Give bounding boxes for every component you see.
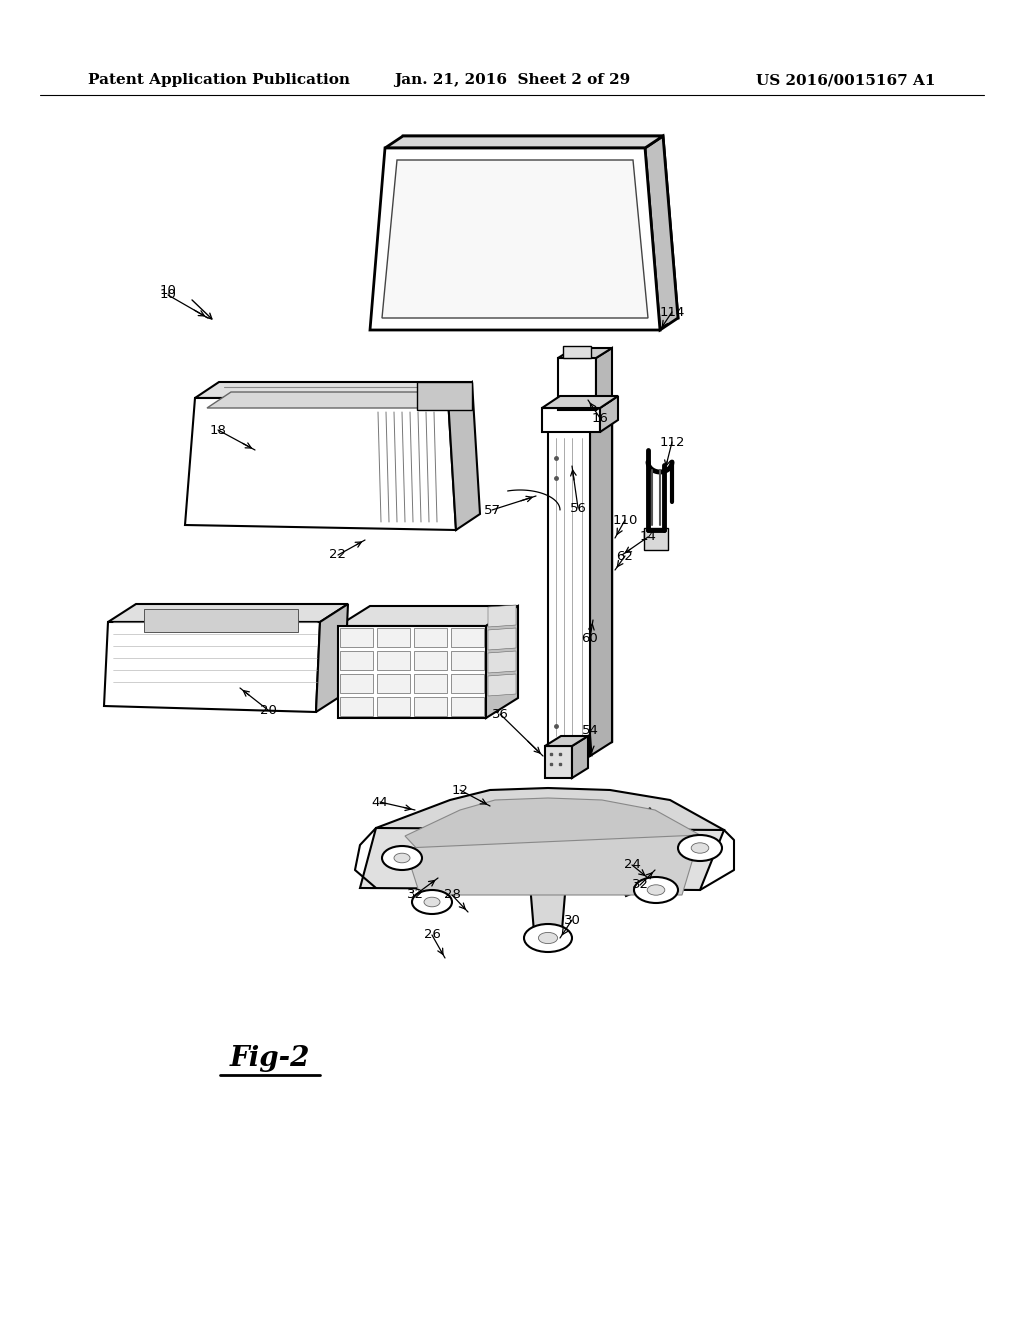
Polygon shape — [340, 675, 373, 693]
Polygon shape — [388, 136, 678, 318]
Polygon shape — [451, 675, 484, 693]
Text: 10: 10 — [160, 284, 176, 297]
Polygon shape — [558, 358, 596, 411]
Polygon shape — [545, 746, 572, 777]
Polygon shape — [558, 348, 612, 358]
Ellipse shape — [524, 924, 572, 952]
Polygon shape — [360, 828, 724, 890]
Text: 10: 10 — [160, 289, 176, 301]
Polygon shape — [185, 399, 456, 531]
Text: 12: 12 — [452, 784, 469, 796]
Polygon shape — [382, 160, 648, 318]
Polygon shape — [377, 651, 410, 671]
Text: 26: 26 — [424, 928, 440, 941]
Polygon shape — [645, 136, 678, 330]
Ellipse shape — [394, 853, 410, 863]
Text: 114: 114 — [659, 305, 685, 318]
Text: 22: 22 — [330, 549, 346, 561]
Text: 54: 54 — [582, 723, 598, 737]
Ellipse shape — [424, 898, 440, 907]
Text: 24: 24 — [624, 858, 640, 871]
Polygon shape — [414, 697, 447, 715]
Text: Fig-2: Fig-2 — [229, 1044, 310, 1072]
Polygon shape — [338, 606, 518, 626]
Ellipse shape — [678, 836, 722, 861]
Text: 36: 36 — [492, 708, 509, 721]
Text: 30: 30 — [563, 913, 581, 927]
Text: US 2016/0015167 A1: US 2016/0015167 A1 — [757, 73, 936, 87]
Polygon shape — [377, 675, 410, 693]
Text: Patent Application Publication: Patent Application Publication — [88, 73, 350, 87]
Polygon shape — [195, 381, 472, 399]
Polygon shape — [385, 136, 663, 148]
Polygon shape — [451, 628, 484, 647]
Polygon shape — [542, 396, 618, 408]
Polygon shape — [528, 858, 568, 932]
Polygon shape — [548, 414, 612, 428]
Polygon shape — [563, 346, 591, 358]
Text: 28: 28 — [443, 888, 461, 902]
Polygon shape — [451, 651, 484, 671]
Text: 32: 32 — [407, 888, 424, 902]
Polygon shape — [417, 381, 472, 411]
Polygon shape — [610, 808, 668, 896]
Polygon shape — [316, 605, 348, 711]
Ellipse shape — [412, 890, 452, 913]
Polygon shape — [406, 836, 700, 895]
Polygon shape — [449, 381, 480, 531]
Text: 110: 110 — [612, 513, 638, 527]
Polygon shape — [488, 605, 516, 627]
Polygon shape — [486, 606, 518, 718]
Polygon shape — [338, 626, 486, 718]
Text: 20: 20 — [259, 704, 276, 717]
Polygon shape — [406, 799, 700, 865]
Text: 18: 18 — [210, 424, 226, 437]
Text: 32: 32 — [632, 879, 648, 891]
Polygon shape — [545, 737, 588, 746]
Polygon shape — [340, 697, 373, 715]
Polygon shape — [596, 348, 612, 411]
Text: 14: 14 — [640, 531, 656, 544]
Polygon shape — [414, 651, 447, 671]
Polygon shape — [590, 414, 612, 756]
Polygon shape — [572, 737, 588, 777]
Text: 57: 57 — [483, 503, 501, 516]
Polygon shape — [340, 651, 373, 671]
Polygon shape — [542, 408, 600, 432]
Polygon shape — [414, 628, 447, 647]
Text: 56: 56 — [569, 502, 587, 515]
Ellipse shape — [539, 932, 558, 944]
Text: Jan. 21, 2016  Sheet 2 of 29: Jan. 21, 2016 Sheet 2 of 29 — [394, 73, 630, 87]
Ellipse shape — [691, 842, 709, 853]
Polygon shape — [108, 605, 348, 622]
Text: 112: 112 — [659, 436, 685, 449]
Text: 62: 62 — [616, 549, 634, 562]
Text: 60: 60 — [582, 631, 598, 644]
Ellipse shape — [647, 884, 665, 895]
Polygon shape — [376, 788, 724, 861]
Polygon shape — [422, 808, 490, 892]
Polygon shape — [644, 528, 668, 550]
Polygon shape — [414, 675, 447, 693]
Polygon shape — [548, 428, 590, 756]
Polygon shape — [488, 651, 516, 673]
Ellipse shape — [382, 846, 422, 870]
Polygon shape — [370, 148, 660, 330]
Polygon shape — [570, 414, 612, 742]
Polygon shape — [600, 396, 618, 432]
Text: 16: 16 — [592, 412, 608, 425]
Text: 44: 44 — [372, 796, 388, 808]
Polygon shape — [377, 628, 410, 647]
Polygon shape — [207, 392, 442, 408]
Polygon shape — [144, 609, 298, 632]
Polygon shape — [488, 628, 516, 649]
Polygon shape — [377, 697, 410, 715]
Polygon shape — [488, 675, 516, 696]
Polygon shape — [451, 697, 484, 715]
Polygon shape — [340, 628, 373, 647]
Polygon shape — [104, 622, 319, 711]
Ellipse shape — [634, 876, 678, 903]
